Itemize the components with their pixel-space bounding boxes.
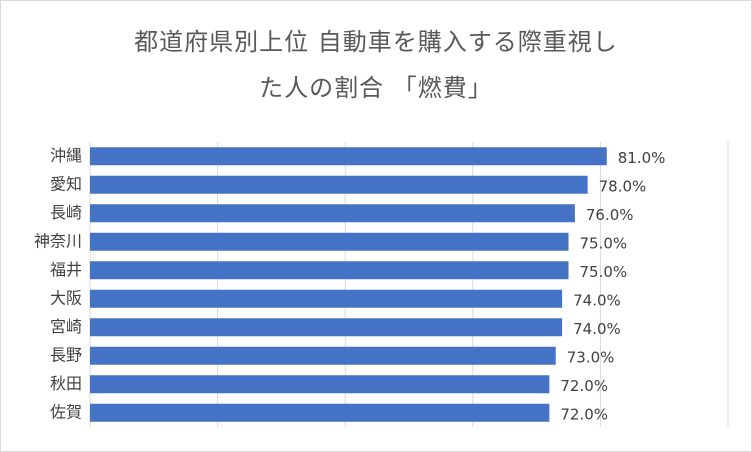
data-labels: 81.0% 78.0% 76.0% 75.0% 75.0% 74.0% 74.0% 73.0%… (560, 149, 665, 424)
category-label-9: 佐賀 (50, 402, 82, 421)
category-label-4: 福井 (50, 260, 82, 279)
category-label-6: 宮崎 (50, 317, 82, 336)
category-label-5: 大阪 (50, 288, 82, 307)
bar-6 (90, 318, 563, 337)
chart-title: 都道府県別上位 自動車を購入する際重視し た人の割合 「燃費」 (1, 19, 751, 111)
data-label-6: 74.0% (573, 320, 621, 338)
bar-0 (90, 147, 607, 166)
data-label-0: 81.0% (618, 149, 666, 167)
data-label-5: 74.0% (573, 291, 621, 309)
category-label-0: 沖縄 (50, 146, 82, 165)
category-label-2: 長崎 (50, 203, 82, 222)
chart-title-line-1: 都道府県別上位 自動車を購入する際重視し (134, 28, 618, 56)
category-label-1: 愛知 (50, 174, 82, 193)
data-label-3: 75.0% (580, 234, 628, 252)
bar-2 (90, 204, 575, 223)
bar-9 (90, 403, 550, 422)
bar-4 (90, 261, 569, 280)
category-label-7: 長野 (50, 345, 82, 364)
chart-title-line-2: た人の割合 「燃費」 (259, 74, 493, 102)
bar-5 (90, 289, 563, 308)
bar-7 (90, 346, 556, 365)
category-label-8: 秋田 (50, 374, 82, 393)
bars (90, 147, 607, 422)
bar-1 (90, 175, 588, 194)
data-label-1: 78.0% (599, 177, 647, 195)
data-label-9: 72.0% (560, 405, 608, 423)
data-label-2: 76.0% (586, 206, 634, 224)
bar-8 (90, 375, 550, 394)
category-label-3: 神奈川 (34, 231, 82, 250)
bar-3 (90, 232, 569, 251)
data-label-8: 72.0% (560, 377, 608, 395)
data-label-4: 75.0% (580, 263, 628, 281)
data-label-7: 73.0% (567, 348, 615, 366)
